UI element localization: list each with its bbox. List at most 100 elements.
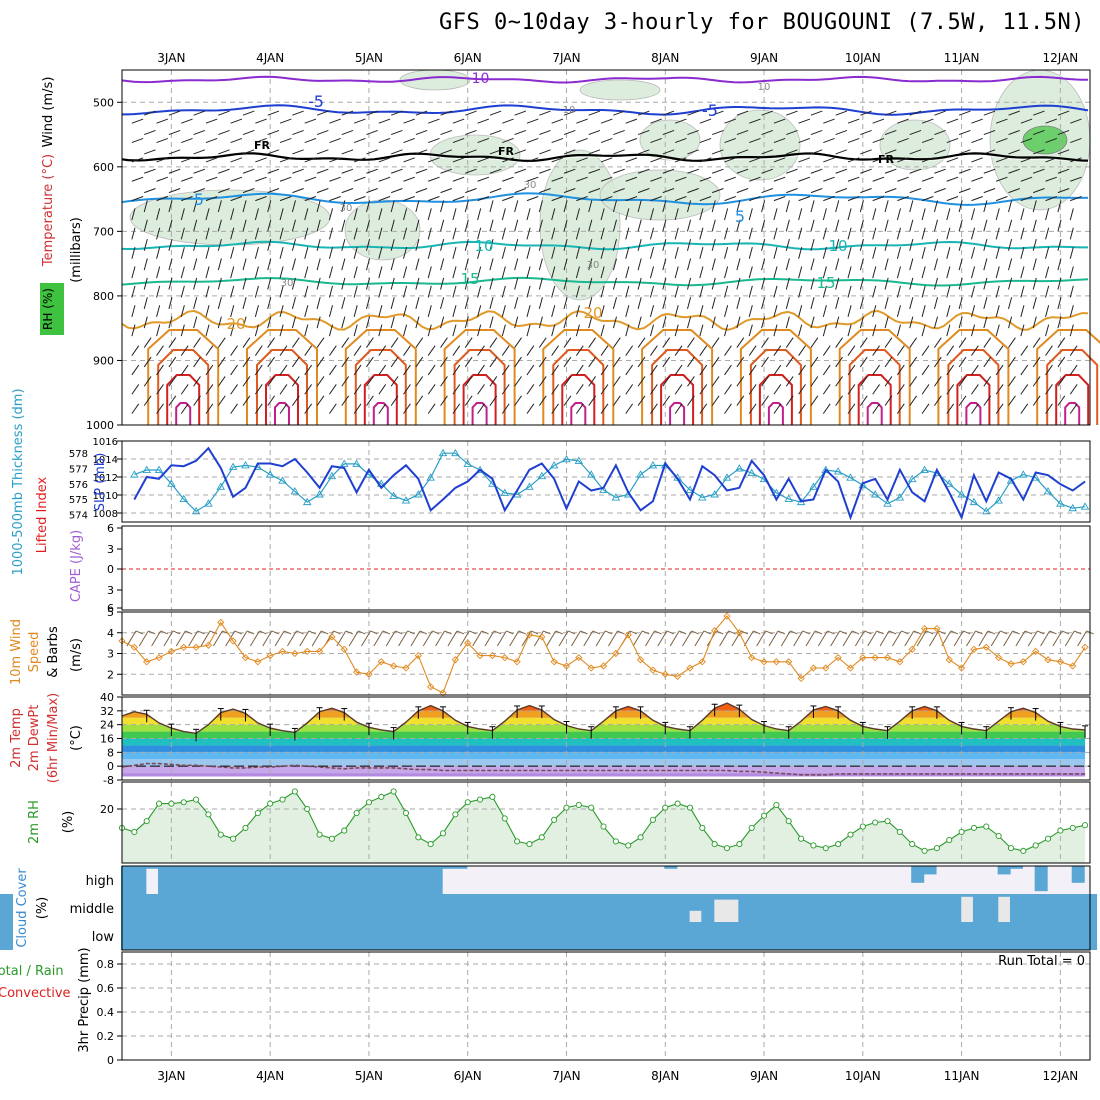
temp-tick-label: 0 [107, 760, 114, 773]
wind-barb [279, 324, 284, 337]
wind-barb [143, 337, 152, 348]
wind-barb [674, 305, 679, 317]
thickness-point [982, 506, 991, 515]
wind-barb [366, 395, 374, 406]
wind-barb [612, 337, 621, 348]
cloud-bar [553, 922, 567, 950]
wind-barb [884, 219, 889, 232]
wind-barb [1020, 247, 1025, 259]
cloud-bar [158, 894, 172, 922]
wind-barb [143, 219, 148, 232]
wind-barb [699, 324, 704, 337]
rh-tick-label: 20 [100, 803, 114, 816]
ylabel-2m-temp: 2m Temp [9, 708, 24, 768]
ylabel-10m-wind: 10m Wind [9, 619, 24, 685]
wind-barb [390, 239, 395, 251]
wind-barb [156, 157, 169, 163]
wind-barb [600, 247, 605, 259]
wind-barb [217, 395, 226, 406]
wind-barb [983, 188, 996, 194]
wind-barb [835, 110, 848, 116]
wind-speed-point [723, 612, 731, 620]
contour-label: 10 [563, 105, 576, 116]
wind-barb [403, 305, 408, 317]
wind-barb [168, 356, 177, 368]
wind-barb [242, 129, 255, 136]
wind-barb [254, 384, 263, 395]
contour-label: FR [254, 139, 271, 152]
cloud-bar [256, 922, 270, 950]
surface-wind-barb [740, 630, 749, 635]
wind-barb [724, 137, 736, 144]
temp-line [121, 702, 1086, 735]
wind-barb [933, 277, 939, 290]
wind-barb [489, 149, 502, 155]
wind-barb [847, 364, 856, 376]
wind-barb [958, 337, 967, 348]
wind-barb [909, 110, 922, 116]
wind-barb [785, 219, 790, 232]
wind-barb [489, 110, 502, 116]
cloud-bar [540, 894, 554, 922]
wind-barb [242, 110, 255, 116]
cloud-bar [491, 894, 505, 922]
rh-point [217, 831, 224, 838]
cloud-bar [392, 894, 406, 922]
wind-barb [699, 208, 704, 221]
cloud-bar [812, 922, 826, 950]
wind-barb [995, 227, 1000, 240]
wind-barb [143, 239, 148, 251]
wind-barb [230, 324, 235, 337]
wind-barb [131, 403, 140, 414]
surface-wind-barb [135, 630, 144, 635]
wind-barb [563, 277, 568, 290]
cloud-bar [614, 922, 628, 950]
date-label-bottom: 12JAN [1042, 1069, 1078, 1083]
wind-barb [625, 403, 634, 414]
surface-wind-barb [357, 630, 366, 635]
wind-barb [143, 200, 148, 213]
wind-barb [699, 345, 708, 356]
wind-barb [921, 208, 926, 221]
cloud-bar [972, 922, 986, 950]
surface-wind-barb [299, 630, 310, 647]
wind-barb [1057, 376, 1066, 387]
wind-barb [514, 316, 519, 329]
wind-barb [1069, 266, 1074, 279]
wind-barb [168, 239, 173, 251]
wind-barb [390, 297, 395, 309]
warm-contour [274, 402, 290, 425]
wind-barb [600, 285, 605, 298]
surface-wind-barb [543, 630, 551, 635]
contour-label: 10 [828, 237, 847, 255]
wind-barb [452, 384, 461, 395]
wind-barb [909, 297, 914, 309]
wind-barb [983, 110, 996, 116]
cloud-bar [121, 922, 135, 950]
wind-barb [711, 395, 720, 406]
wind-barb [983, 376, 992, 387]
wind-barb [501, 266, 506, 279]
rh-point [859, 823, 866, 830]
cloud-bar [404, 894, 418, 922]
wind-barb [736, 219, 741, 232]
wind-barb [650, 384, 658, 395]
cloud-bar [713, 894, 727, 900]
warm-contour [175, 402, 192, 425]
surface-wind-barb [570, 630, 581, 647]
wind-barb [946, 157, 959, 163]
wind-barb [353, 196, 366, 202]
wind-barb [538, 376, 547, 387]
wind-barb [1020, 196, 1033, 202]
wind-barb [847, 176, 860, 182]
wind-barb [353, 324, 358, 337]
wind-barb [786, 149, 798, 155]
wind-barb [835, 356, 843, 368]
rh-point [674, 800, 681, 807]
rh-point [711, 841, 718, 848]
wind-barb [477, 345, 485, 356]
wind-barb [575, 305, 580, 317]
rh-point [439, 830, 447, 837]
wind-barb [1069, 364, 1078, 376]
temp-tick-label: 32 [100, 705, 114, 718]
